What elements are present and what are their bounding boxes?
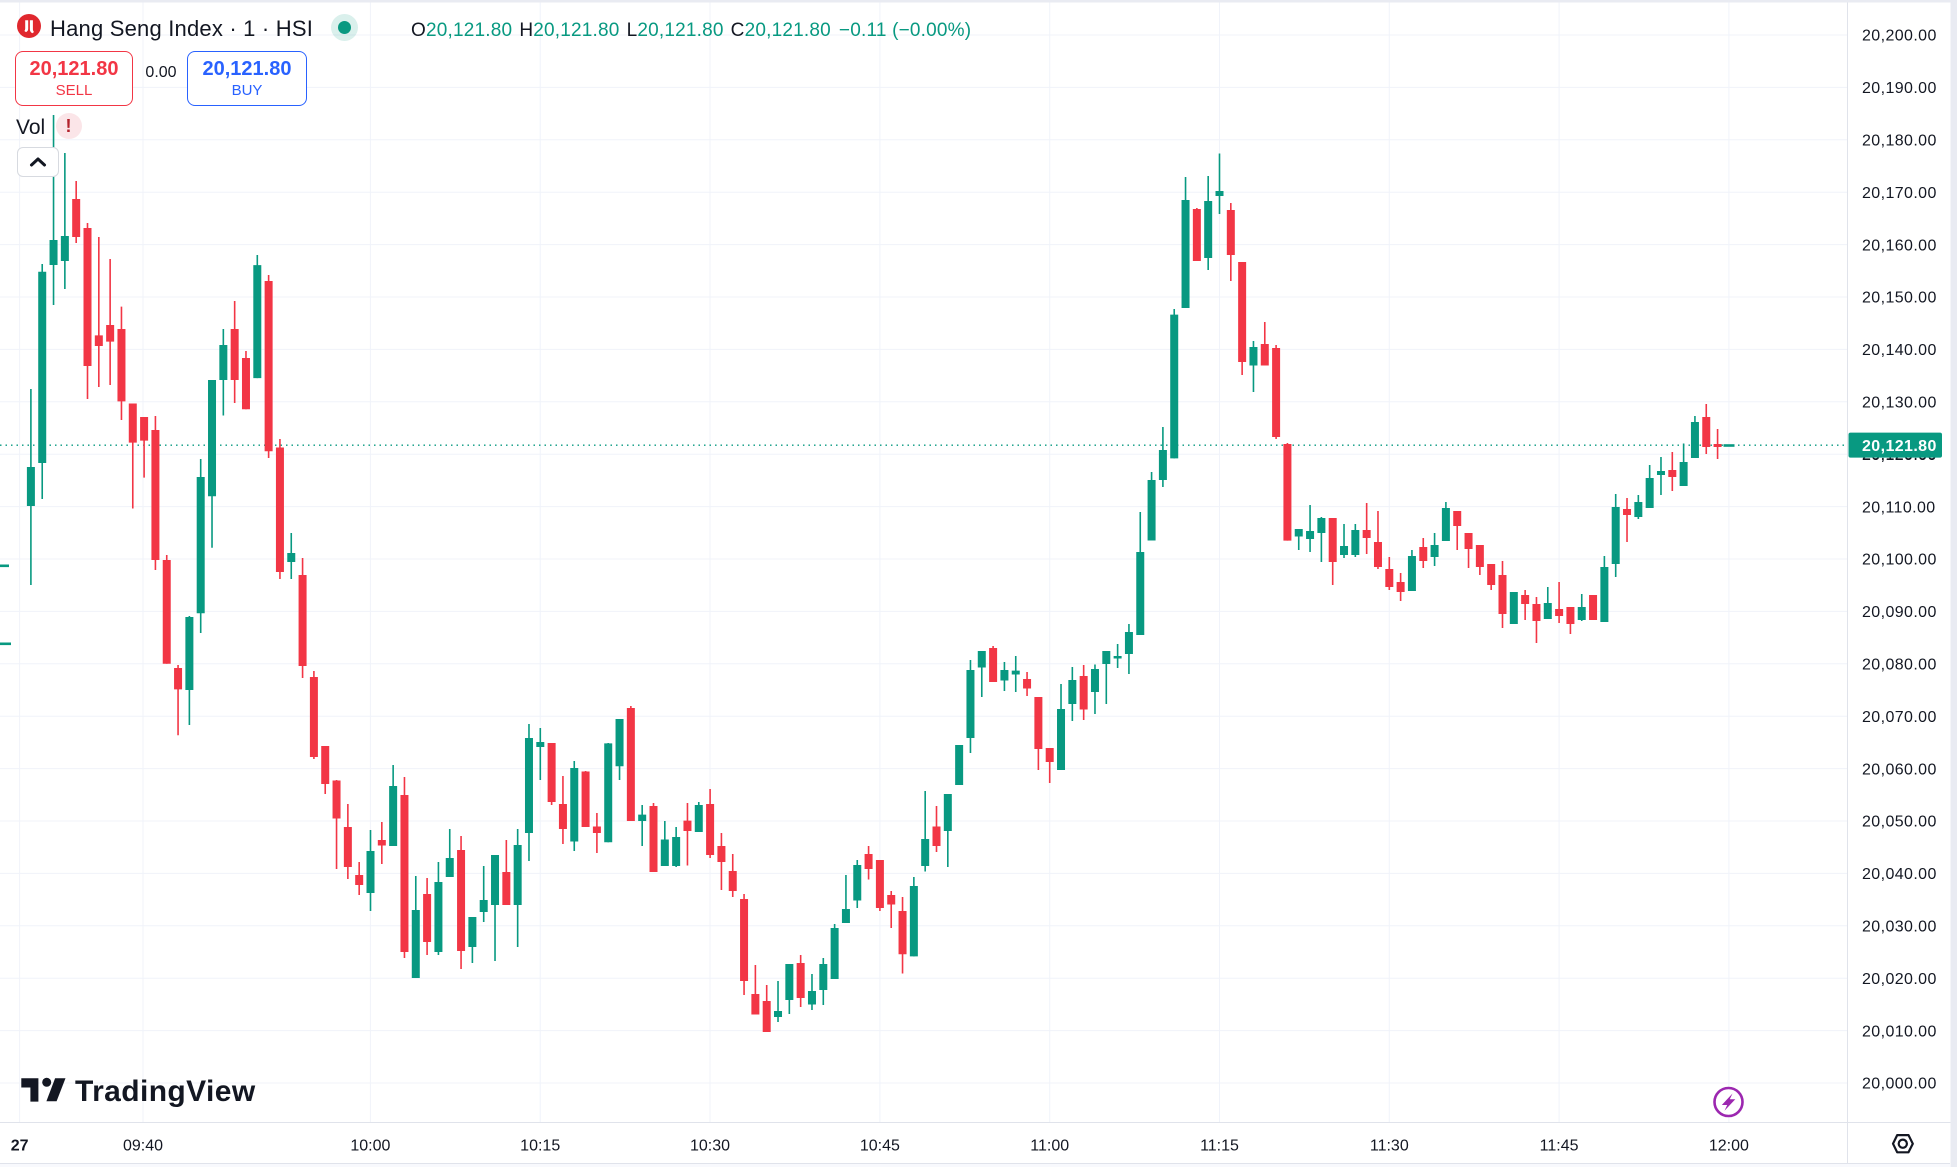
svg-text:20,040.00: 20,040.00 [1862, 866, 1937, 883]
svg-text:20,050.00: 20,050.00 [1862, 814, 1937, 831]
svg-text:20,100.00: 20,100.00 [1862, 552, 1937, 569]
svg-text:09:40: 09:40 [123, 1137, 163, 1154]
svg-text:20,140.00: 20,140.00 [1862, 342, 1937, 359]
svg-text:20,130.00: 20,130.00 [1862, 395, 1937, 412]
svg-text:20,121.80: 20,121.80 [1862, 438, 1937, 455]
svg-text:20,190.00: 20,190.00 [1862, 80, 1937, 97]
svg-text:TradingView: TradingView [75, 1076, 256, 1108]
svg-text:10:00: 10:00 [350, 1137, 390, 1154]
svg-text:11:15: 11:15 [1200, 1137, 1239, 1154]
svg-text:20,110.00: 20,110.00 [1862, 499, 1936, 516]
svg-text:20,000.00: 20,000.00 [1862, 1076, 1937, 1093]
svg-text:10:15: 10:15 [520, 1137, 560, 1154]
svg-text:27: 27 [11, 1137, 29, 1154]
svg-text:20,090.00: 20,090.00 [1862, 604, 1937, 621]
svg-text:20,060.00: 20,060.00 [1862, 761, 1937, 778]
svg-text:12:00: 12:00 [1709, 1137, 1749, 1154]
svg-text:11:00: 11:00 [1030, 1137, 1069, 1154]
svg-text:20,070.00: 20,070.00 [1862, 709, 1937, 726]
svg-text:20,170.00: 20,170.00 [1862, 185, 1937, 202]
svg-text:20,020.00: 20,020.00 [1862, 971, 1937, 988]
svg-text:10:45: 10:45 [860, 1137, 900, 1154]
svg-text:20,150.00: 20,150.00 [1862, 290, 1937, 307]
svg-text:10:30: 10:30 [690, 1137, 730, 1154]
svg-text:11:30: 11:30 [1370, 1137, 1409, 1154]
svg-text:20,160.00: 20,160.00 [1862, 237, 1937, 254]
svg-text:20,200.00: 20,200.00 [1862, 28, 1937, 45]
svg-text:11:45: 11:45 [1540, 1137, 1579, 1154]
svg-text:20,010.00: 20,010.00 [1862, 1023, 1937, 1040]
svg-text:20,080.00: 20,080.00 [1862, 657, 1937, 674]
svg-text:20,030.00: 20,030.00 [1862, 919, 1937, 936]
svg-text:20,180.00: 20,180.00 [1862, 133, 1937, 150]
